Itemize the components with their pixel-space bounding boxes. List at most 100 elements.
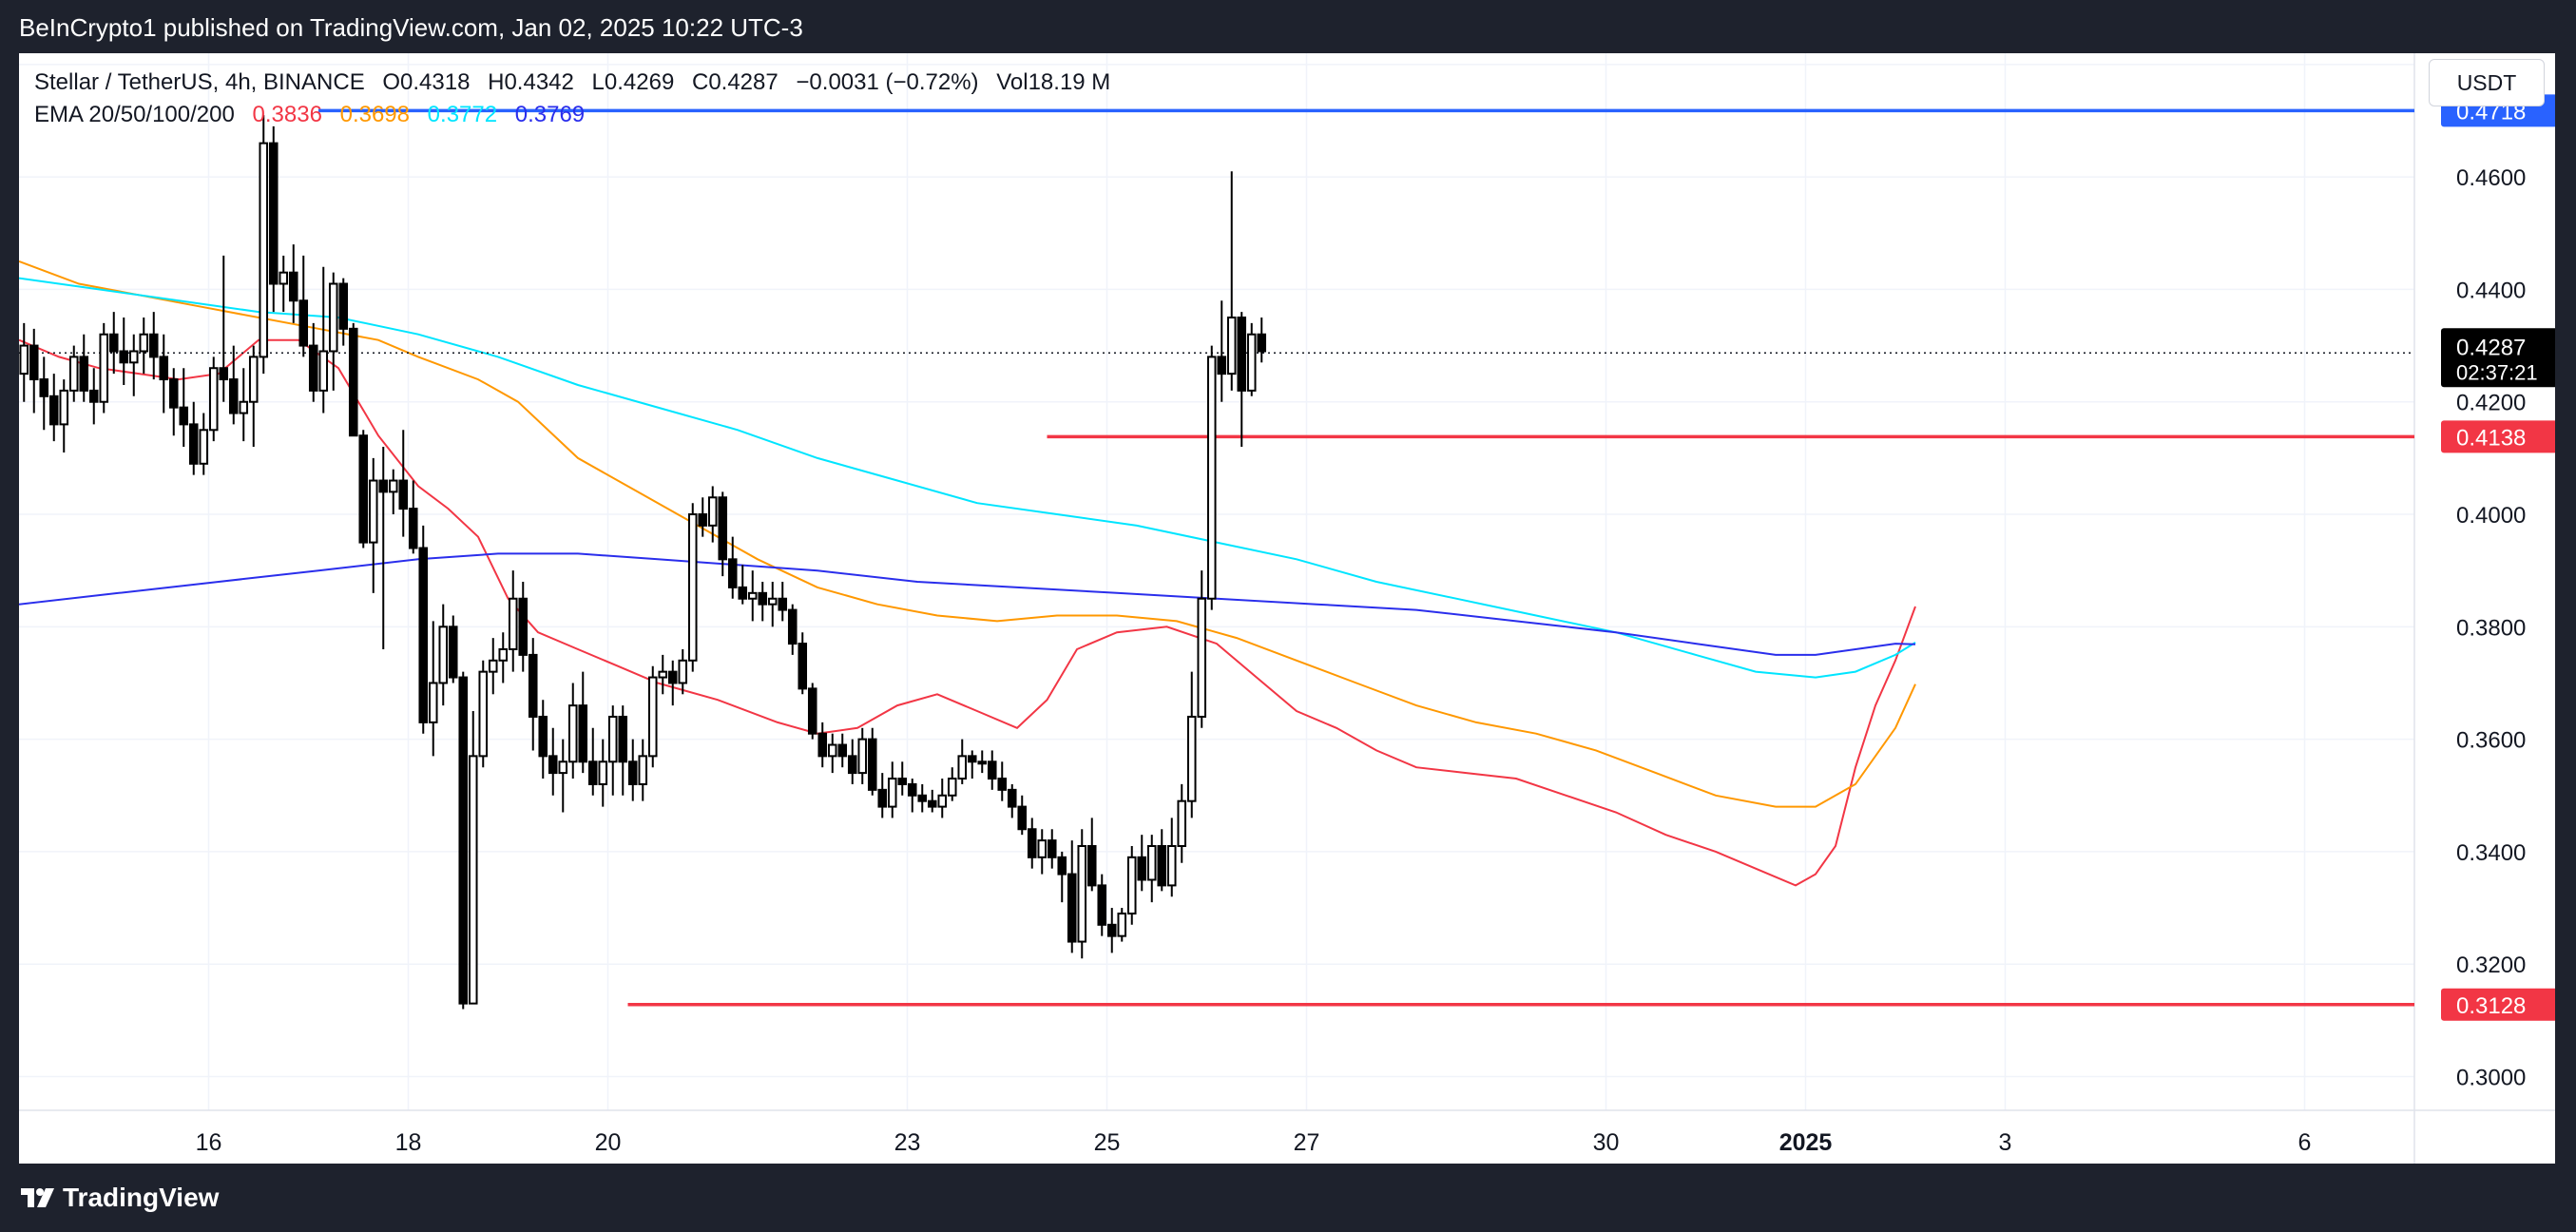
candle-up (279, 271, 289, 285)
y-tick-label: 0.3800 (2456, 615, 2526, 641)
candle-down (578, 704, 588, 763)
y-tick-label: 0.4200 (2456, 391, 2526, 416)
candle-down (758, 591, 768, 606)
candle-down (627, 760, 638, 785)
candle-up (1037, 839, 1048, 858)
candle-up (368, 479, 378, 544)
candle-down (837, 743, 848, 758)
candle-down (1237, 317, 1247, 392)
candle-up (248, 356, 259, 403)
x-tick-label: 18 (395, 1129, 422, 1156)
currency-button[interactable]: USDT (2429, 59, 2545, 106)
footer: TradingView (0, 1164, 2576, 1232)
candle-down (967, 755, 977, 763)
candle-down (1137, 856, 1147, 881)
candle-up (827, 743, 837, 758)
candle-down (378, 479, 389, 493)
candle-down (1067, 873, 1077, 943)
candle-down (738, 586, 748, 600)
y-tick-label: 0.3600 (2456, 728, 2526, 754)
candle-up (438, 626, 449, 684)
tradingview-logo-icon[interactable] (19, 1184, 57, 1211)
candle-up (1146, 845, 1157, 881)
x-tick-label: 30 (1593, 1129, 1620, 1156)
x-tick-label: 2025 (1779, 1129, 1833, 1156)
ema-line-ema20 (19, 338, 1916, 887)
chart-area[interactable]: 0.3000 0.3200 0.3400 0.3600 0.3800 0.4000 0.42… (19, 53, 2555, 1164)
candle-down (1257, 333, 1267, 353)
candle-down (538, 715, 548, 758)
candle-down (219, 367, 229, 381)
candle-down (727, 558, 738, 588)
candle-up (388, 479, 398, 493)
candle-down (398, 479, 409, 510)
candle-down (897, 778, 908, 785)
ema-label[interactable]: EMA 20/50/100/200 (34, 102, 235, 127)
candle-down (798, 643, 808, 690)
candle-down (807, 687, 817, 735)
candle-down (408, 508, 418, 549)
candle-down (1007, 788, 1017, 808)
candle-up (937, 794, 948, 808)
candle-down (667, 670, 678, 684)
candle-down (927, 799, 937, 808)
candle-up (767, 597, 778, 606)
candle-down (358, 434, 369, 544)
candle-up (498, 647, 509, 662)
ema-line-ema200 (19, 552, 1916, 656)
candle-down (348, 327, 358, 437)
candle-down (917, 794, 928, 802)
low-value: L0.4269 (591, 69, 675, 95)
candle-down (528, 653, 538, 718)
candle-up (128, 350, 139, 364)
symbol-label[interactable]: Stellar / TetherUS, 4h, BINANCE (34, 69, 365, 95)
candle-down (228, 378, 239, 414)
open-value: O0.4318 (382, 69, 471, 95)
x-tick-label: 23 (894, 1129, 921, 1156)
x-tick-label: 27 (1294, 1129, 1320, 1156)
candle-down (1106, 923, 1117, 937)
level-label-bg (2441, 420, 2555, 453)
candle-down (179, 406, 189, 426)
candle-down (48, 395, 59, 426)
candle-up (239, 400, 249, 414)
level-label: 0.4138 (2456, 425, 2526, 451)
candle-up (1246, 333, 1257, 392)
candle-up (947, 778, 957, 797)
x-tick-label: 3 (1999, 1129, 2012, 1156)
candle-up (647, 676, 658, 758)
footer-brand[interactable]: TradingView (63, 1183, 220, 1212)
price-chart[interactable]: 0.3000 0.3200 0.3400 0.3600 0.3800 0.4000 0.42… (19, 53, 2555, 1164)
ohlc-row: Stellar / TetherUS, 4h, BINANCE O0.4318 … (34, 67, 1122, 99)
candle-down (148, 333, 159, 358)
candle-down (79, 356, 89, 392)
candle-down (29, 344, 39, 381)
candle-up (139, 333, 149, 353)
candle-up (558, 760, 568, 775)
x-tick-label: 16 (196, 1129, 222, 1156)
candle-down (168, 378, 179, 409)
candle-up (488, 659, 498, 673)
x-tick-label: 6 (2298, 1129, 2312, 1156)
x-tick-label: 25 (1094, 1129, 1121, 1156)
candle-down (587, 760, 598, 785)
ema-line-ema100 (19, 277, 1916, 679)
candle-up (1206, 356, 1217, 600)
candle-down (1027, 828, 1037, 858)
candle-down (1217, 356, 1227, 375)
candle-down (817, 732, 828, 758)
publisher-text: BeInCrypto1 published on TradingView.com… (19, 13, 803, 42)
countdown-label: 02:37:21 (2456, 360, 2538, 384)
candle-down (718, 496, 728, 561)
high-value: H0.4342 (488, 69, 574, 95)
y-tick-label: 0.4400 (2456, 278, 2526, 303)
candle-down (338, 282, 349, 330)
candle-up (1077, 845, 1087, 943)
close-value: C0.4287 (691, 69, 779, 95)
y-tick-label: 0.3000 (2456, 1066, 2526, 1091)
candle-up (678, 659, 688, 684)
candle-up (957, 755, 968, 780)
ema50-value: 0.3698 (339, 102, 410, 127)
candle-down (847, 755, 857, 775)
candle-down (298, 299, 309, 347)
